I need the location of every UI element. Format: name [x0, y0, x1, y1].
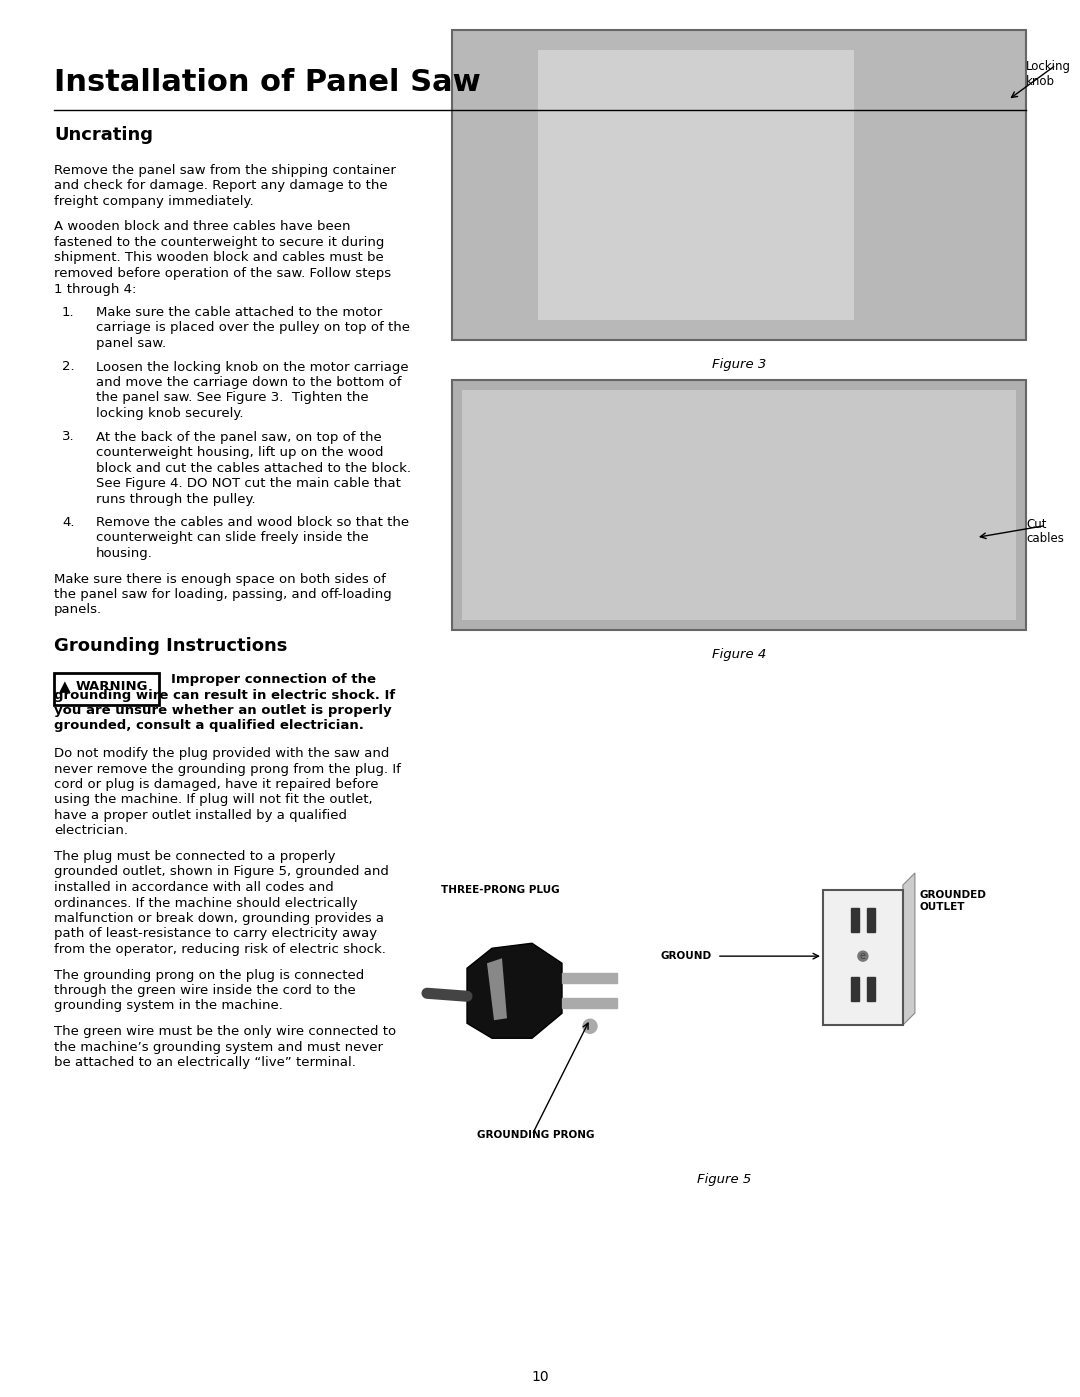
Text: THREE-PRONG PLUG: THREE-PRONG PLUG: [442, 886, 559, 895]
Text: runs through the pulley.: runs through the pulley.: [96, 493, 256, 506]
Text: grounded, consult a qualified electrician.: grounded, consult a qualified electricia…: [54, 719, 364, 732]
Text: Improper connection of the: Improper connection of the: [171, 673, 376, 686]
Text: 10: 10: [531, 1370, 549, 1384]
Text: through the green wire inside the cord to the: through the green wire inside the cord t…: [54, 983, 355, 997]
Text: you are unsure whether an outlet is properly: you are unsure whether an outlet is prop…: [54, 704, 392, 717]
Text: Make sure there is enough space on both sides of: Make sure there is enough space on both …: [54, 573, 386, 585]
Text: carriage is placed over the pulley on top of the: carriage is placed over the pulley on to…: [96, 321, 410, 334]
Bar: [453, 29, 1026, 339]
Text: locking knob securely.: locking knob securely.: [96, 407, 243, 420]
Polygon shape: [867, 977, 875, 1000]
Text: At the back of the panel saw, on top of the: At the back of the panel saw, on top of …: [96, 430, 381, 443]
Text: block and cut the cables attached to the block.: block and cut the cables attached to the…: [96, 461, 411, 475]
Text: GROUND: GROUND: [661, 951, 712, 961]
Text: 2.: 2.: [62, 360, 75, 373]
Text: from the operator, reducing risk of electric shock.: from the operator, reducing risk of elec…: [54, 943, 386, 956]
Text: freight company immediately.: freight company immediately.: [54, 196, 254, 208]
Text: and move the carriage down to the bottom of: and move the carriage down to the bottom…: [96, 376, 402, 388]
Text: be attached to an electrically “live” terminal.: be attached to an electrically “live” te…: [54, 1056, 356, 1069]
Text: have a proper outlet installed by a qualified: have a proper outlet installed by a qual…: [54, 809, 347, 821]
Polygon shape: [487, 958, 507, 1020]
Text: WARNING: WARNING: [76, 680, 149, 693]
Polygon shape: [903, 873, 915, 1025]
Polygon shape: [562, 999, 617, 1009]
Text: The green wire must be the only wire connected to: The green wire must be the only wire con…: [54, 1025, 396, 1038]
Text: the machine’s grounding system and must never: the machine’s grounding system and must …: [54, 1041, 383, 1053]
Text: never remove the grounding prong from the plug. If: never remove the grounding prong from th…: [54, 763, 401, 775]
Circle shape: [858, 951, 868, 961]
Text: counterweight can slide freely inside the: counterweight can slide freely inside th…: [96, 531, 368, 545]
Text: panel saw.: panel saw.: [96, 337, 166, 351]
Polygon shape: [562, 974, 617, 983]
Bar: [462, 390, 1016, 620]
Text: housing.: housing.: [96, 548, 153, 560]
Text: cord or plug is damaged, have it repaired before: cord or plug is damaged, have it repaire…: [54, 778, 378, 791]
Text: grounded outlet, shown in Figure 5, grounded and: grounded outlet, shown in Figure 5, grou…: [54, 866, 389, 879]
Text: malfunction or break down, grounding provides a: malfunction or break down, grounding pro…: [54, 912, 384, 925]
Text: The plug must be connected to a properly: The plug must be connected to a properly: [54, 849, 336, 863]
Text: Loosen the locking knob on the motor carriage: Loosen the locking knob on the motor car…: [96, 360, 408, 373]
Text: Do not modify the plug provided with the saw and: Do not modify the plug provided with the…: [54, 747, 390, 760]
Text: GROUNDING PRONG: GROUNDING PRONG: [477, 1130, 594, 1140]
Text: 4.: 4.: [62, 515, 75, 529]
Text: installed in accordance with all codes and: installed in accordance with all codes a…: [54, 882, 334, 894]
Text: 3.: 3.: [62, 430, 75, 443]
Text: and check for damage. Report any damage to the: and check for damage. Report any damage …: [54, 179, 388, 193]
Text: counterweight housing, lift up on the wood: counterweight housing, lift up on the wo…: [96, 446, 383, 460]
Polygon shape: [467, 943, 562, 1038]
Circle shape: [583, 1020, 597, 1034]
Text: Cut
cables: Cut cables: [1026, 517, 1064, 545]
Bar: [823, 890, 903, 1025]
Text: Remove the cables and wood block so that the: Remove the cables and wood block so that…: [96, 515, 409, 529]
Text: The grounding prong on the plug is connected: The grounding prong on the plug is conne…: [54, 968, 364, 982]
Text: ordinances. If the machine should electrically: ordinances. If the machine should electr…: [54, 897, 357, 909]
Polygon shape: [851, 908, 859, 932]
Text: 1.: 1.: [62, 306, 75, 319]
Text: 1 through 4:: 1 through 4:: [54, 282, 136, 296]
Text: ▲: ▲: [59, 679, 71, 694]
Text: e: e: [860, 951, 866, 961]
Text: Installation of Panel Saw: Installation of Panel Saw: [54, 68, 481, 96]
Polygon shape: [867, 908, 875, 932]
Text: See Figure 4. DO NOT cut the main cable that: See Figure 4. DO NOT cut the main cable …: [96, 476, 401, 490]
Text: Figure 3: Figure 3: [712, 358, 766, 372]
Text: Figure 4: Figure 4: [712, 648, 766, 661]
Text: shipment. This wooden block and cables must be: shipment. This wooden block and cables m…: [54, 251, 383, 264]
Text: path of least-resistance to carry electricity away: path of least-resistance to carry electr…: [54, 928, 377, 940]
Text: Make sure the cable attached to the motor: Make sure the cable attached to the moto…: [96, 306, 382, 319]
Text: Remove the panel saw from the shipping container: Remove the panel saw from the shipping c…: [54, 163, 396, 177]
Polygon shape: [851, 977, 859, 1000]
Text: Grounding Instructions: Grounding Instructions: [54, 637, 287, 655]
Text: Uncrating: Uncrating: [54, 126, 153, 144]
Text: GROUNDED
OUTLET: GROUNDED OUTLET: [920, 890, 987, 912]
Text: grounding wire can result in electric shock. If: grounding wire can result in electric sh…: [54, 689, 395, 701]
Text: Figure 5: Figure 5: [697, 1173, 751, 1186]
Text: fastened to the counterweight to secure it during: fastened to the counterweight to secure …: [54, 236, 384, 249]
Text: grounding system in the machine.: grounding system in the machine.: [54, 999, 283, 1013]
Bar: [54, 673, 159, 705]
Text: using the machine. If plug will not fit the outlet,: using the machine. If plug will not fit …: [54, 793, 373, 806]
Text: electrician.: electrician.: [54, 824, 129, 837]
Text: panels.: panels.: [54, 604, 103, 616]
Bar: [538, 50, 854, 320]
Text: A wooden block and three cables have been: A wooden block and three cables have bee…: [54, 221, 351, 233]
Text: removed before operation of the saw. Follow steps: removed before operation of the saw. Fol…: [54, 267, 391, 279]
Text: Locking
knob: Locking knob: [1026, 60, 1071, 88]
Text: the panel saw. See Figure 3.  Tighten the: the panel saw. See Figure 3. Tighten the: [96, 391, 368, 405]
Bar: [453, 380, 1026, 630]
Text: the panel saw for loading, passing, and off-loading: the panel saw for loading, passing, and …: [54, 588, 392, 601]
